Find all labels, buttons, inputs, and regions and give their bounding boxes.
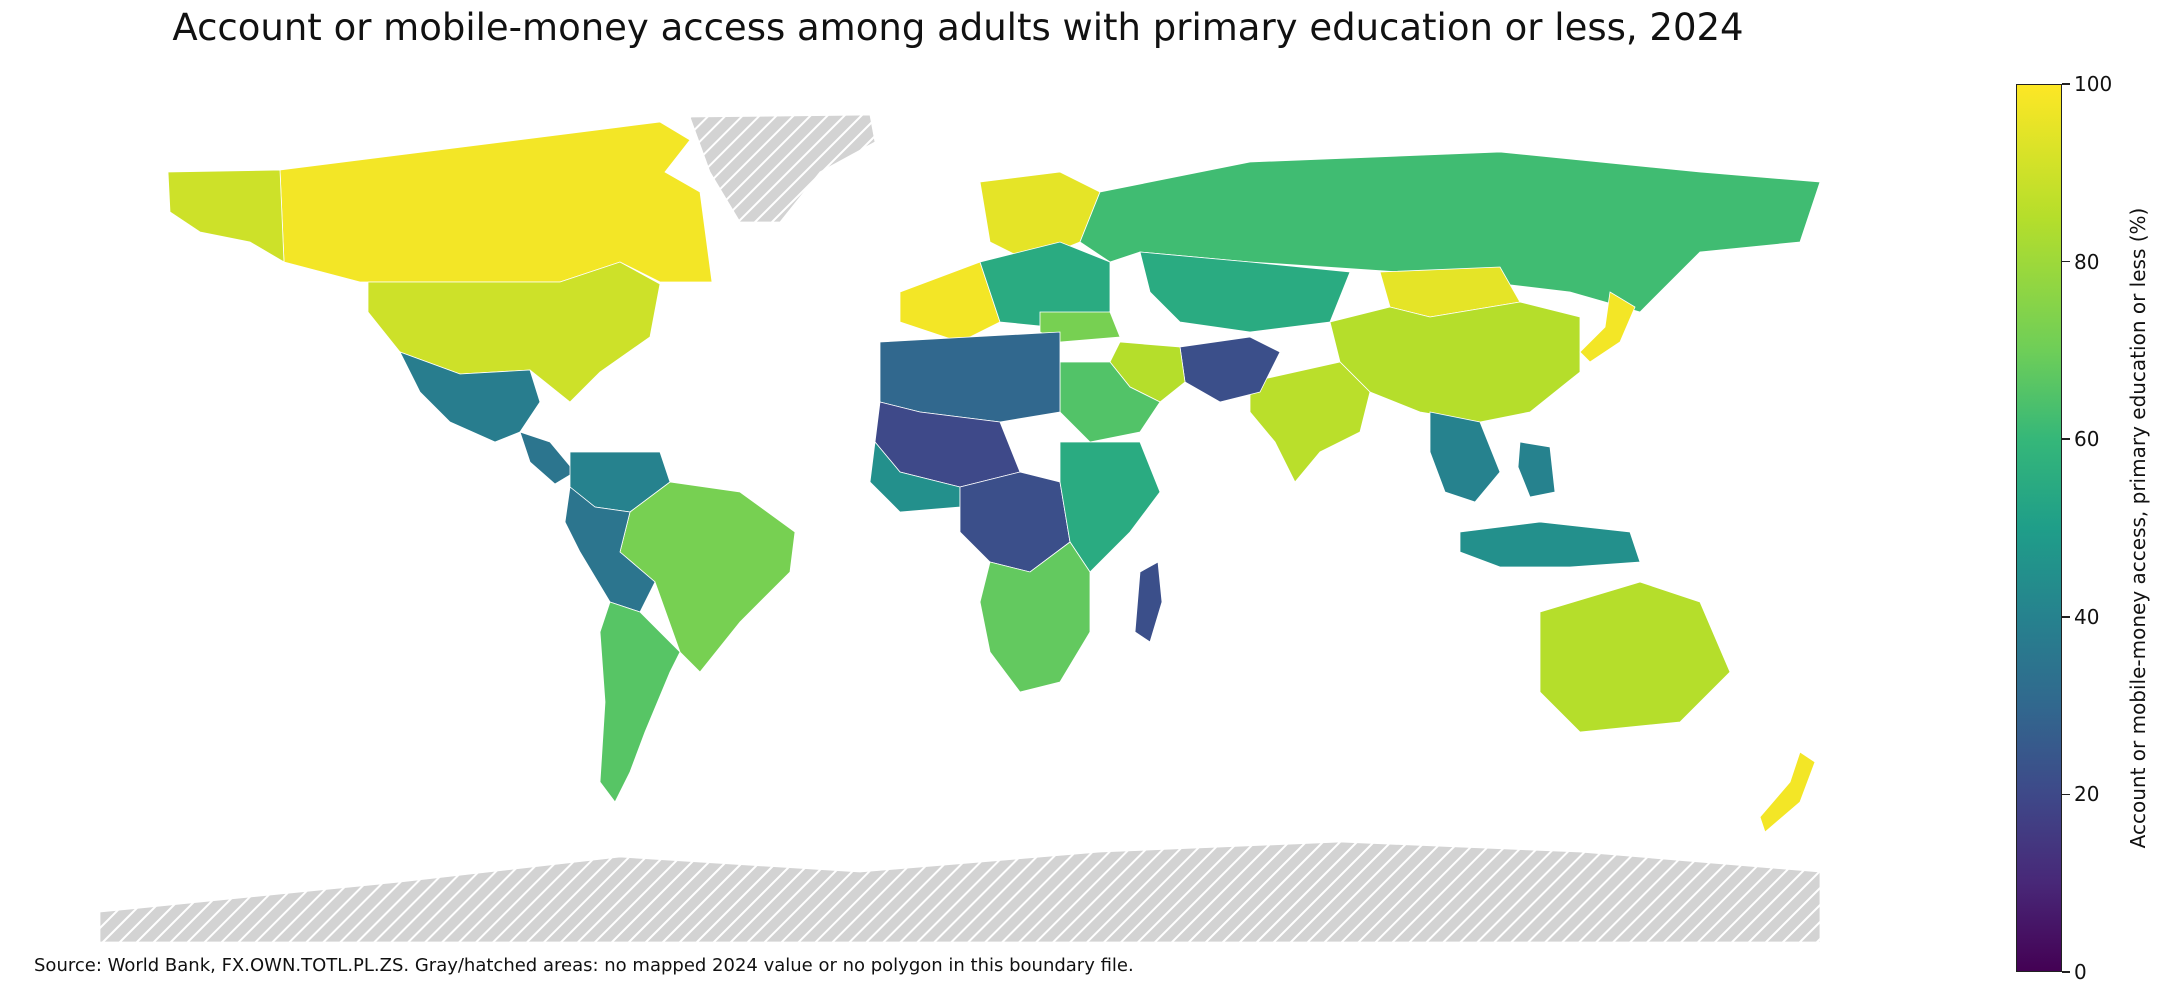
source-note: Source: World Bank, FX.OWN.TOTL.PL.ZS. G… bbox=[34, 955, 1134, 976]
region-china bbox=[1329, 301, 1581, 423]
region-india bbox=[1249, 361, 1371, 483]
map-title: Account or mobile-money access among adu… bbox=[172, 6, 1744, 49]
region-peru-bolivia bbox=[564, 486, 656, 613]
region-indonesia bbox=[1459, 521, 1641, 568]
colorbar-tick-label: 80 bbox=[2074, 249, 2100, 274]
colorbar-tick-label: 20 bbox=[2074, 782, 2100, 807]
region-kazakhstan-central-asia bbox=[1139, 251, 1351, 333]
region-greenland bbox=[689, 114, 876, 223]
region-new-zealand bbox=[1759, 751, 1816, 833]
region-argentina-chile bbox=[599, 601, 681, 803]
colorbar-tick bbox=[2062, 971, 2070, 973]
region-east-africa bbox=[1059, 441, 1161, 573]
region-saudi-arabia bbox=[1059, 361, 1161, 443]
colorbar-tick bbox=[2062, 793, 2070, 796]
world-choropleth-map bbox=[100, 114, 1820, 942]
region-central-america bbox=[519, 431, 576, 485]
region-antarctica bbox=[100, 841, 1820, 942]
region-madagascar bbox=[1134, 561, 1163, 643]
region-russia bbox=[1079, 151, 1820, 313]
region-alaska bbox=[167, 169, 285, 263]
colorbar-tick bbox=[2062, 616, 2070, 618]
region-southeast-asia bbox=[1429, 411, 1501, 503]
colorbar-label: Account or mobile-money access, primary … bbox=[2126, 207, 2150, 849]
region-philippines bbox=[1517, 441, 1556, 498]
colorbar-tick bbox=[2062, 438, 2070, 440]
region-japan bbox=[1579, 291, 1636, 363]
colorbar bbox=[2016, 84, 2062, 972]
colorbar-tick-label: 60 bbox=[2074, 427, 2100, 452]
colorbar-tick-label: 100 bbox=[2074, 72, 2113, 96]
colorbar-tick-label: 0 bbox=[2074, 960, 2087, 984]
colorbar-tick bbox=[2062, 260, 2070, 263]
region-southern-africa bbox=[979, 541, 1091, 693]
region-australia bbox=[1539, 581, 1731, 733]
region-canada bbox=[279, 121, 713, 283]
colorbar-tick bbox=[2062, 83, 2070, 85]
colorbar-tick-label: 40 bbox=[2074, 604, 2100, 629]
